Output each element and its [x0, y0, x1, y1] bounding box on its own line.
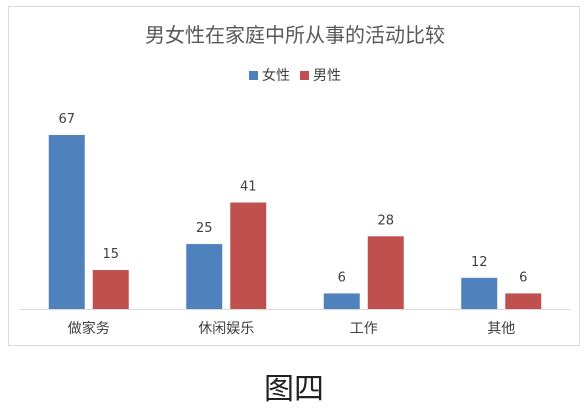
- bar-male-0: [92, 270, 129, 309]
- bar-female-3: [461, 277, 498, 309]
- data-label-male-0: 15: [102, 247, 119, 262]
- bar-male-1: [230, 202, 267, 309]
- bar-female-0: [48, 135, 85, 309]
- legend-label-male: 男性: [313, 68, 341, 84]
- data-label-male-3: 6: [519, 270, 527, 285]
- data-label-female-0: 67: [58, 112, 75, 127]
- x-tick-label-0: 做家务: [68, 320, 110, 337]
- x-tick-label-2: 工作: [350, 321, 378, 337]
- figure-caption: 图四: [264, 372, 324, 407]
- chart-title: 男女性在家庭中所从事的活动比较: [145, 23, 445, 47]
- legend: 女性 男性: [9, 65, 581, 85]
- bar-female-2: [323, 293, 360, 309]
- legend-item-female: 女性: [249, 65, 290, 85]
- chart-frame: 男女性在家庭中所从事的活动比较 女性 男性 67 15 做家务 25 41 休闲娱乐 6 28…: [8, 6, 580, 346]
- data-label-female-2: 6: [338, 270, 346, 285]
- x-tick-label-3: 其他: [487, 321, 515, 337]
- bar-female-1: [186, 244, 223, 309]
- data-label-male-1: 41: [240, 180, 257, 195]
- bar-male-2: [367, 236, 404, 309]
- legend-item-male: 男性: [300, 65, 341, 85]
- bar-male-3: [505, 293, 542, 309]
- legend-label-female: 女性: [262, 68, 290, 84]
- data-label-female-1: 25: [196, 221, 213, 236]
- legend-swatch-male: [300, 70, 309, 80]
- data-label-male-2: 28: [377, 213, 394, 228]
- bar-plot: 67 15 做家务 25 41 休闲娱乐 6 28 工作 12 6 其他: [20, 112, 570, 337]
- x-tick-label-1: 休闲娱乐: [198, 321, 254, 337]
- legend-swatch-female: [249, 70, 258, 80]
- data-label-female-3: 12: [471, 255, 488, 270]
